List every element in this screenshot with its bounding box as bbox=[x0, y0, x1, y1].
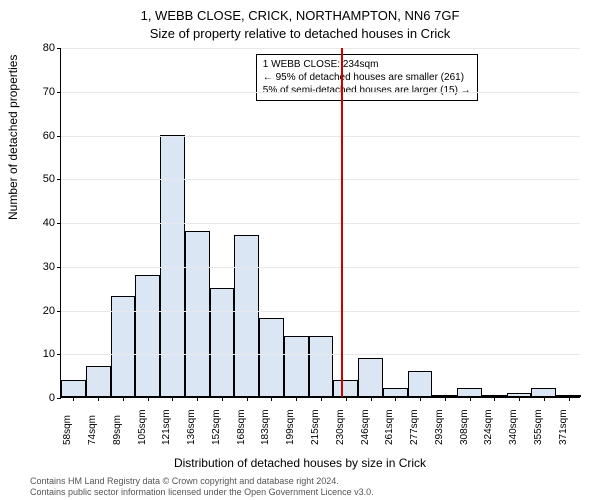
histogram-bar bbox=[358, 358, 383, 397]
attribution-text: Contains HM Land Registry data © Crown c… bbox=[30, 476, 590, 499]
gridline bbox=[61, 136, 580, 137]
x-tick-mark bbox=[98, 397, 99, 401]
y-tick-label: 30 bbox=[31, 261, 55, 273]
x-tick-label: 308sqm bbox=[459, 409, 470, 445]
x-tick-mark bbox=[148, 397, 149, 401]
y-tick-mark bbox=[57, 48, 61, 49]
x-tick-mark bbox=[197, 397, 198, 401]
annotation-line: ← 95% of detached houses are smaller (26… bbox=[263, 71, 471, 84]
x-tick-mark bbox=[346, 397, 347, 401]
gridline bbox=[61, 354, 580, 355]
x-tick-label: 121sqm bbox=[161, 409, 172, 445]
y-tick-label: 50 bbox=[31, 173, 55, 185]
x-tick-mark bbox=[371, 397, 372, 401]
histogram-bar bbox=[333, 380, 358, 398]
y-tick-mark bbox=[57, 311, 61, 312]
x-tick-label: 74sqm bbox=[87, 415, 98, 445]
x-tick-mark bbox=[445, 397, 446, 401]
y-tick-label: 40 bbox=[31, 217, 55, 229]
x-tick-mark bbox=[123, 397, 124, 401]
x-tick-mark bbox=[222, 397, 223, 401]
histogram-bar bbox=[309, 336, 334, 397]
x-tick-mark bbox=[247, 397, 248, 401]
attribution-line2: Contains public sector information licen… bbox=[30, 487, 590, 498]
y-tick-label: 70 bbox=[31, 86, 55, 98]
x-tick-label: 293sqm bbox=[434, 409, 445, 445]
annotation-box: 1 WEBB CLOSE: 234sqm← 95% of detached ho… bbox=[256, 54, 478, 101]
x-tick-mark bbox=[569, 397, 570, 401]
x-tick-mark bbox=[544, 397, 545, 401]
x-tick-label: 371sqm bbox=[558, 409, 569, 445]
histogram-bar bbox=[259, 318, 284, 397]
histogram-bar bbox=[284, 336, 309, 397]
x-tick-label: 324sqm bbox=[483, 409, 494, 445]
x-tick-label: 183sqm bbox=[260, 409, 271, 445]
chart-title-line1: 1, WEBB CLOSE, CRICK, NORTHAMPTON, NN6 7… bbox=[0, 8, 600, 23]
histogram-bar bbox=[383, 388, 408, 397]
x-tick-label: 277sqm bbox=[409, 409, 420, 445]
histogram-bar bbox=[531, 388, 556, 397]
histogram-bar bbox=[234, 235, 259, 397]
gridline bbox=[61, 92, 580, 93]
histogram-bar bbox=[160, 135, 185, 398]
histogram-bar bbox=[61, 380, 86, 398]
annotation-line: 1 WEBB CLOSE: 234sqm bbox=[263, 58, 471, 71]
x-tick-mark bbox=[494, 397, 495, 401]
x-tick-mark bbox=[395, 397, 396, 401]
x-tick-label: 58sqm bbox=[62, 415, 73, 445]
x-axis-label: Distribution of detached houses by size … bbox=[0, 456, 600, 470]
x-tick-mark bbox=[420, 397, 421, 401]
annotation-line: 5% of semi-detached houses are larger (1… bbox=[263, 84, 471, 97]
x-tick-label: 199sqm bbox=[285, 409, 296, 445]
x-tick-label: 152sqm bbox=[211, 409, 222, 445]
y-tick-mark bbox=[57, 136, 61, 137]
x-tick-mark bbox=[73, 397, 74, 401]
histogram-bar bbox=[185, 231, 210, 397]
histogram-bar bbox=[210, 288, 235, 397]
y-tick-mark bbox=[57, 223, 61, 224]
attribution-line1: Contains HM Land Registry data © Crown c… bbox=[30, 476, 590, 487]
x-tick-label: 105sqm bbox=[137, 409, 148, 445]
marker-line bbox=[341, 48, 343, 397]
x-tick-label: 168sqm bbox=[236, 409, 247, 445]
x-tick-label: 246sqm bbox=[360, 409, 371, 445]
y-tick-mark bbox=[57, 92, 61, 93]
gridline bbox=[61, 48, 580, 49]
x-tick-mark bbox=[470, 397, 471, 401]
y-axis-label: Number of detached properties bbox=[6, 55, 20, 220]
gridline bbox=[61, 223, 580, 224]
x-tick-label: 89sqm bbox=[112, 415, 123, 445]
x-tick-label: 355sqm bbox=[533, 409, 544, 445]
histogram-bar bbox=[86, 366, 111, 397]
histogram-bar bbox=[408, 371, 433, 397]
y-tick-label: 10 bbox=[31, 348, 55, 360]
y-tick-mark bbox=[57, 398, 61, 399]
y-tick-mark bbox=[57, 267, 61, 268]
y-tick-mark bbox=[57, 179, 61, 180]
y-tick-label: 20 bbox=[31, 305, 55, 317]
y-tick-label: 60 bbox=[31, 130, 55, 142]
histogram-bar bbox=[457, 388, 482, 397]
x-tick-label: 136sqm bbox=[186, 409, 197, 445]
y-tick-label: 0 bbox=[31, 392, 55, 404]
histogram-plot: 1 WEBB CLOSE: 234sqm← 95% of detached ho… bbox=[60, 48, 580, 398]
gridline bbox=[61, 311, 580, 312]
y-tick-mark bbox=[57, 354, 61, 355]
x-tick-label: 340sqm bbox=[508, 409, 519, 445]
x-tick-label: 261sqm bbox=[384, 409, 395, 445]
x-tick-label: 215sqm bbox=[310, 409, 321, 445]
chart-title-line2: Size of property relative to detached ho… bbox=[0, 26, 600, 41]
x-tick-mark bbox=[296, 397, 297, 401]
x-tick-mark bbox=[271, 397, 272, 401]
gridline bbox=[61, 267, 580, 268]
x-tick-mark bbox=[321, 397, 322, 401]
histogram-bar bbox=[135, 275, 160, 398]
gridline bbox=[61, 179, 580, 180]
x-tick-mark bbox=[519, 397, 520, 401]
x-tick-mark bbox=[172, 397, 173, 401]
y-tick-label: 80 bbox=[31, 42, 55, 54]
x-tick-label: 230sqm bbox=[335, 409, 346, 445]
